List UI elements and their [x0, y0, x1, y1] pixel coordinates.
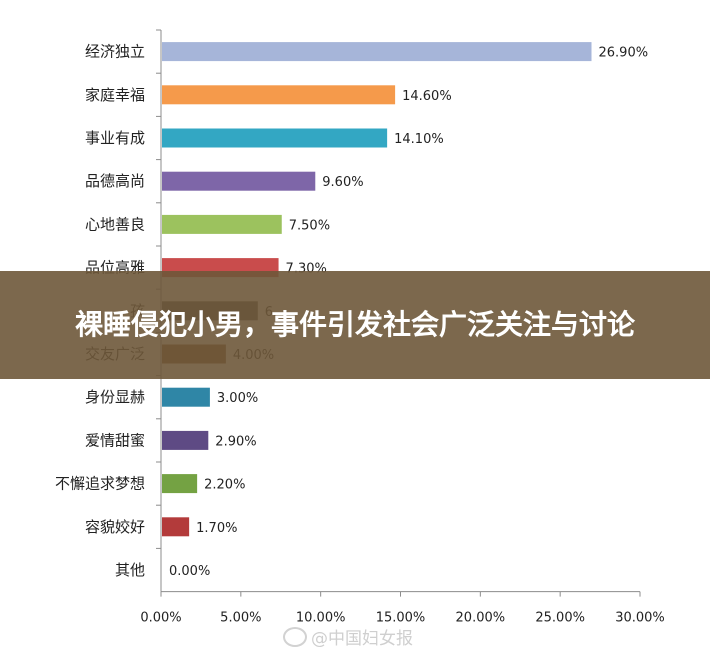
watermark: @中国妇女报 [283, 624, 413, 649]
category-label: 爱情甜蜜 [85, 431, 145, 449]
category-label: 容貌姣好 [85, 518, 145, 536]
bar [162, 214, 282, 234]
value-label: 0.00% [169, 564, 210, 579]
category-label: 品德高尚 [85, 172, 145, 190]
watermark-text: @中国妇女报 [311, 629, 413, 649]
bar [162, 128, 388, 148]
bar [162, 387, 210, 407]
headline-title: 裸睡侵犯小男，事件引发社会广泛关注与讨论 [74, 308, 635, 341]
value-label: 2.20% [204, 478, 245, 493]
bar [162, 430, 209, 450]
category-label: 其他 [115, 561, 145, 579]
bar [162, 474, 198, 494]
bar [162, 85, 396, 105]
value-label: 14.60% [402, 89, 452, 104]
category-label: 身份显赫 [85, 388, 145, 406]
value-label: 2.90% [215, 434, 256, 449]
bar [162, 171, 316, 191]
x-tick-label: 15.00% [376, 611, 426, 626]
category-label: 心地善良 [85, 215, 145, 233]
bar [162, 42, 592, 62]
bar [162, 517, 190, 537]
value-label: 9.60% [322, 175, 363, 190]
value-label: 1.70% [196, 521, 237, 536]
x-tick-label: 10.00% [296, 611, 346, 626]
value-label: 3.00% [217, 391, 258, 406]
x-tick-label: 30.00% [615, 611, 665, 626]
headline-banner: 裸睡侵犯小男，事件引发社会广泛关注与讨论 [0, 271, 710, 379]
x-tick-label: 25.00% [535, 611, 585, 626]
x-tick-label: 0.00% [140, 611, 181, 626]
value-label: 14.10% [394, 132, 444, 147]
category-label: 家庭幸福 [85, 86, 145, 104]
category-label: 经济独立 [85, 43, 145, 61]
value-label: 7.50% [289, 218, 330, 233]
x-tick-label: 5.00% [220, 611, 261, 626]
weibo-icon [283, 626, 307, 647]
x-tick-label: 20.00% [456, 611, 506, 626]
category-label: 不懈追求梦想 [55, 475, 145, 493]
category-label: 事业有成 [85, 129, 145, 147]
value-label: 26.90% [599, 46, 649, 61]
